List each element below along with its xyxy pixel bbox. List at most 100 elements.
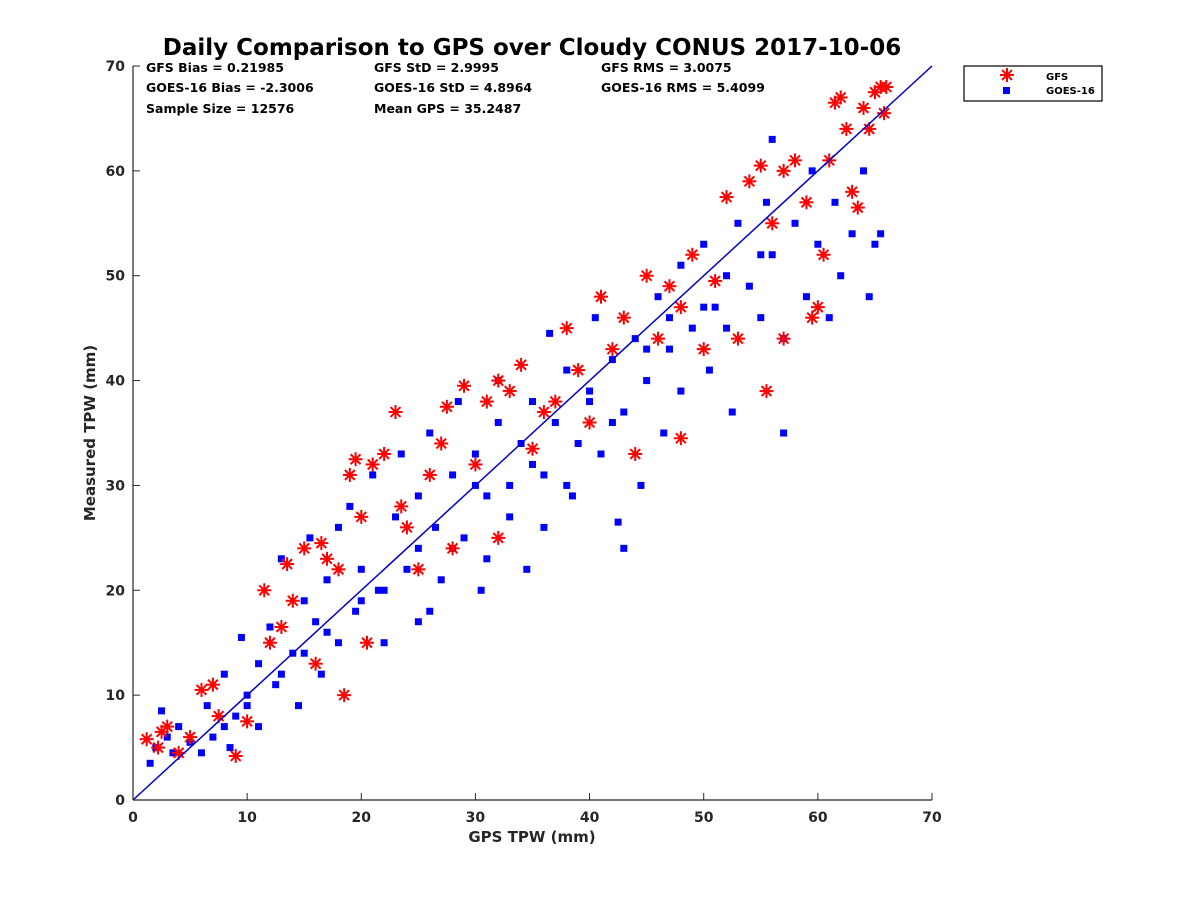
goes-16-point — [506, 481, 514, 489]
y-tick-label: 10 — [106, 688, 126, 704]
gfs-point — [285, 593, 300, 608]
goes-16-point — [334, 639, 342, 647]
goes-16-point — [266, 623, 274, 631]
legend-goes-label: GOES-16 — [1046, 86, 1095, 97]
goes-16-point — [380, 586, 388, 594]
goes-16-point — [757, 314, 765, 322]
gfs-point — [314, 536, 329, 551]
goes-16-point — [614, 518, 622, 526]
goes-16-point — [860, 167, 868, 175]
gfs-point — [514, 357, 529, 372]
goes-16-point — [175, 723, 183, 731]
gfs-point — [605, 342, 620, 357]
goes-16-point — [277, 555, 285, 563]
gfs-point — [753, 158, 768, 173]
gfs-point — [759, 384, 774, 399]
goes-16-point — [357, 597, 365, 605]
y-tick-label: 30 — [106, 478, 126, 494]
y-tick-label: 40 — [106, 374, 126, 390]
y-tick-label: 60 — [106, 164, 126, 180]
goes-16-point — [232, 712, 240, 720]
goes-16-point — [220, 670, 228, 678]
goes-16-point — [220, 723, 228, 731]
gfs-point — [593, 289, 608, 304]
goes-16-point — [711, 303, 719, 311]
goes-16-point — [768, 135, 776, 143]
goes-16-point — [414, 492, 422, 500]
goes-16-point — [374, 586, 382, 594]
x-tick-label: 30 — [466, 810, 486, 826]
goes-16-point — [529, 460, 536, 468]
gfs-point — [445, 541, 460, 556]
goes-16-point — [300, 649, 308, 657]
gfs-point — [257, 583, 272, 598]
y-tick-label: 0 — [115, 793, 125, 809]
goes-16-point — [563, 366, 571, 374]
goes-16-point — [586, 387, 594, 395]
gfs-point — [365, 457, 380, 472]
gfs-point — [139, 732, 154, 747]
goes-16-point — [255, 660, 263, 668]
goes-16-point — [471, 450, 479, 458]
gfs-point — [280, 557, 295, 572]
goes-16-point — [574, 439, 582, 447]
goes-16-point — [757, 251, 765, 259]
goes-16-point — [540, 471, 548, 479]
gfs-point — [151, 740, 166, 755]
x-axis-ticks: 0 10 20 30 40 50 60 70 — [128, 793, 942, 826]
gfs-point — [673, 431, 688, 446]
gfs-point — [559, 321, 574, 336]
goes-16-point — [523, 565, 531, 573]
gfs-point — [788, 153, 803, 168]
goes-16-point — [300, 597, 308, 605]
goes-16-point — [768, 251, 776, 259]
gfs-point — [850, 200, 865, 215]
gfs-point — [411, 562, 426, 577]
goes-16-point — [660, 429, 668, 437]
gfs-point — [805, 310, 820, 325]
gfs-point — [297, 541, 312, 556]
goes-16-point — [226, 744, 234, 752]
gfs-point — [160, 719, 175, 734]
goes-16-point — [146, 759, 154, 767]
goes-16-point — [506, 513, 514, 521]
goes-16-point — [460, 534, 468, 542]
y-axis-label: Measured TPW (mm) — [81, 345, 99, 521]
x-tick-label: 20 — [352, 810, 372, 826]
goes-16-point — [665, 314, 673, 322]
gfs-point — [628, 446, 643, 461]
goes-16-point — [780, 429, 788, 437]
goes-16-point — [529, 398, 536, 406]
gfs-point — [205, 677, 220, 692]
gfs-point — [502, 384, 517, 399]
gfs-point — [320, 551, 335, 566]
goes-16-point — [334, 523, 342, 531]
goes-16-point — [665, 345, 673, 353]
gfs-point — [816, 247, 831, 262]
goes-16-point — [295, 702, 303, 710]
goes-16-point — [723, 272, 731, 280]
goes-16-point — [426, 607, 434, 615]
y-tick-label: 20 — [106, 583, 126, 599]
goes-16-point — [620, 408, 628, 416]
gfs-point — [856, 100, 871, 115]
stat-goes-bias: GOES-16 Bias = -2.3006 — [146, 80, 314, 95]
goes-16-point — [272, 681, 280, 689]
stat-mean-gps: Mean GPS = 35.2487 — [374, 101, 521, 116]
gfs-point — [571, 363, 586, 378]
gfs-point — [799, 195, 814, 210]
goes-16-point — [700, 240, 708, 248]
gfs-point — [359, 635, 374, 650]
legend-box — [963, 65, 1103, 102]
gfs-point — [479, 394, 494, 409]
stat-gfs-bias: GFS Bias = 0.21985 — [146, 60, 284, 75]
goes-16-point — [494, 419, 502, 427]
gfs-point — [536, 405, 551, 420]
goes-16-point — [277, 670, 285, 678]
goes-16-point — [158, 707, 166, 715]
goes-16-point — [728, 408, 736, 416]
goes-16-point — [197, 749, 205, 757]
goes-16-point — [643, 377, 651, 385]
goes-16-point — [323, 576, 331, 584]
goes-16-points — [146, 135, 885, 767]
